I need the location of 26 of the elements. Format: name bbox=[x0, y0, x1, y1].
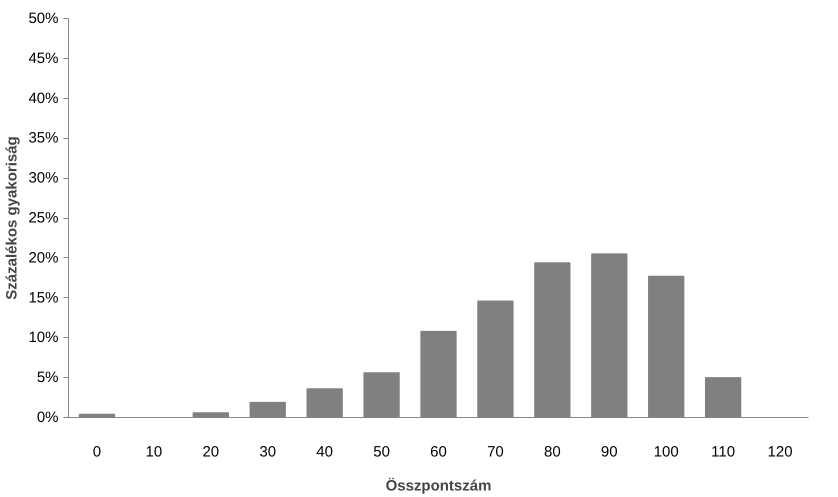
x-tick-label: 70 bbox=[487, 444, 504, 460]
x-tick-label: 110 bbox=[711, 444, 736, 460]
x-tick-label: 80 bbox=[544, 444, 561, 460]
x-tick-label: 30 bbox=[259, 444, 276, 460]
y-tick-label: 30% bbox=[28, 170, 59, 187]
y-tick-label: 45% bbox=[28, 50, 59, 67]
x-tick-label: 50 bbox=[373, 444, 390, 460]
x-tick-label: 60 bbox=[430, 444, 447, 460]
x-tick-label: 10 bbox=[146, 444, 162, 460]
y-tick-label: 5% bbox=[36, 369, 59, 386]
y-tick-label: 25% bbox=[28, 210, 59, 226]
x-tick-label: 120 bbox=[768, 444, 793, 460]
y-tick-label: 50% bbox=[28, 10, 59, 27]
y-tick-label: 10% bbox=[28, 329, 59, 346]
x-tick-label: 0 bbox=[92, 444, 102, 460]
y-tick-label: 35% bbox=[28, 130, 59, 147]
x-tick-label: 20 bbox=[202, 444, 220, 460]
y-axis-title: Százalékos gyakoriság bbox=[3, 136, 20, 300]
y-tick-label: 15% bbox=[28, 289, 59, 306]
y-tick-label: 40% bbox=[28, 90, 59, 107]
x-tick-label: 100 bbox=[654, 444, 679, 460]
x-tick-label: 40 bbox=[316, 444, 333, 460]
x-axis-title: Összpontszám bbox=[386, 478, 492, 494]
y-tick-label: 0% bbox=[36, 409, 59, 426]
x-tick-label: 90 bbox=[600, 444, 618, 460]
y-tick-label: 20% bbox=[28, 249, 59, 266]
